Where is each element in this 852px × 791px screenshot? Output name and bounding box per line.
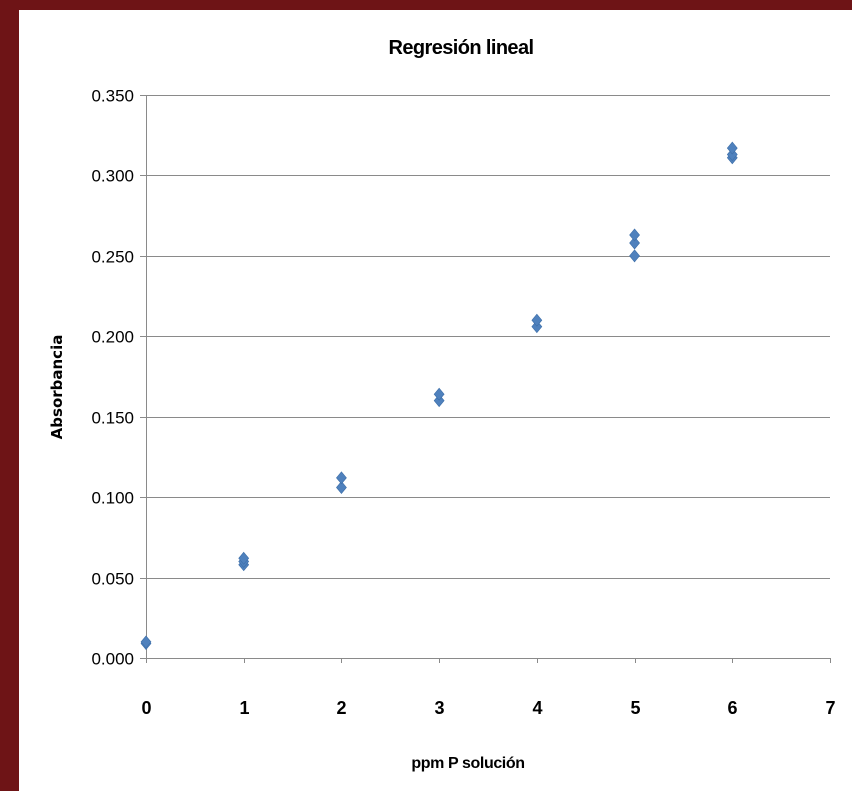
- chart-title: Regresión lineal: [389, 37, 534, 59]
- y-tick-labels: 0.000 0.050 0.100 0.150 0.200 0.250 0.300 0.350: [91, 87, 134, 669]
- scatter-chart: Regresión lineal 0.000 0.050 0.100 0.150 0.2…: [48, 37, 836, 772]
- data-point: [140, 635, 152, 649]
- chart-area: Regresión lineal 0.000 0.050 0.100 0.150 0.2…: [19, 10, 852, 791]
- data-point: [336, 471, 347, 485]
- x-tick-label: 3: [434, 698, 444, 718]
- y-tick-label: 0.050: [91, 570, 134, 589]
- y-tick-label: 0.200: [91, 328, 134, 347]
- y-axis-label: Absorbancia: [48, 335, 66, 440]
- axes: [140, 95, 831, 663]
- data-point: [629, 228, 640, 242]
- x-tick-label: 2: [336, 698, 346, 718]
- x-tick-label: 5: [630, 698, 640, 718]
- x-tick-label: 4: [532, 698, 542, 718]
- y-tick-label: 0.100: [91, 489, 134, 508]
- data-point: [238, 551, 250, 565]
- data-point: [726, 141, 738, 155]
- gridlines: [140, 95, 830, 579]
- data-point: [531, 313, 543, 327]
- y-tick-label: 0.000: [91, 650, 134, 669]
- y-tick-label: 0.150: [91, 409, 134, 428]
- data-point: [629, 236, 640, 250]
- x-tick-label: 1: [239, 698, 249, 718]
- y-tick-label: 0.250: [91, 248, 134, 267]
- y-tick-label: 0.300: [91, 167, 134, 186]
- data-point: [433, 387, 445, 401]
- y-tick-label: 0.350: [91, 87, 134, 106]
- data-point: [629, 249, 640, 263]
- x-axis-label: ppm P solución: [411, 755, 524, 772]
- data-points: [140, 141, 738, 650]
- x-tick-label: 6: [727, 698, 737, 718]
- x-tick-label: 0: [141, 698, 151, 718]
- data-point: [336, 481, 347, 494]
- x-tick-labels: 0 1 2 3 4 5 6 7: [141, 698, 835, 718]
- x-tick-label: 7: [825, 698, 835, 718]
